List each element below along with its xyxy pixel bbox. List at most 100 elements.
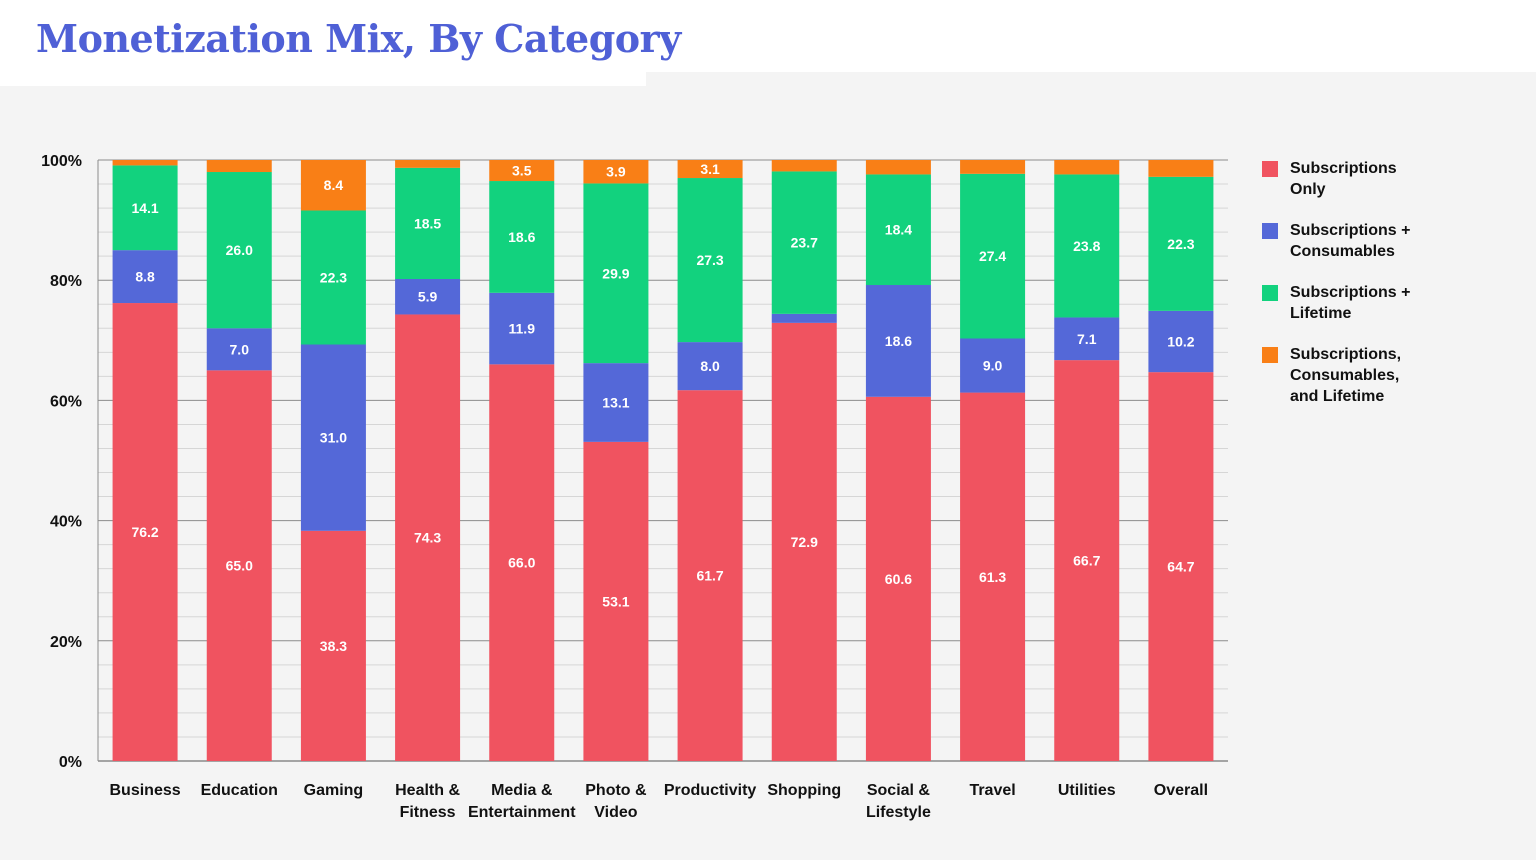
data-label: 22.3 <box>320 269 347 285</box>
legend-item: Subscriptions Only <box>1262 158 1522 200</box>
bar-segment <box>865 160 931 175</box>
bar-segment <box>112 303 178 761</box>
title-background <box>0 0 646 86</box>
bar-segment <box>583 363 649 442</box>
bar-segment <box>1054 360 1120 761</box>
bar-segment <box>395 278 461 315</box>
data-label: 9.0 <box>983 358 1003 374</box>
bar-stack: 65.0 7.0 26.0 <box>206 160 272 761</box>
bar-segment <box>677 342 743 391</box>
bar-segment <box>1148 310 1214 373</box>
data-label: 8.4 <box>324 177 344 193</box>
data-label: 18.6 <box>508 229 535 245</box>
bar-stack: 64.7 10.2 22.3 <box>1148 160 1214 761</box>
data-label: 18.4 <box>885 222 912 238</box>
bar-segment <box>112 165 178 251</box>
bar-segment <box>583 441 649 761</box>
data-label: 3.9 <box>606 164 626 180</box>
x-category-label: Productivity <box>664 782 757 799</box>
bar-segment <box>1054 174 1120 318</box>
bar-segment <box>489 292 555 365</box>
bar-stack: 38.3 31.0 22.3 8.4 <box>300 160 366 761</box>
bar-segment <box>1054 160 1120 175</box>
x-category-label: Social & Lifestyle <box>866 782 931 821</box>
header-background <box>646 0 1536 72</box>
legend-item: Subscriptions + Consumables <box>1262 220 1522 262</box>
data-label: 60.6 <box>885 571 912 587</box>
bar-stack: 72.9 23.7 <box>771 160 837 761</box>
data-label: 66.0 <box>508 555 535 571</box>
legend-label: Subscriptions Only <box>1290 160 1397 198</box>
bar-segment <box>206 370 272 761</box>
bar-segment <box>300 210 366 345</box>
bar-segment <box>395 160 461 168</box>
data-label: 27.4 <box>979 248 1006 264</box>
bar-segment <box>112 250 178 304</box>
bar-stack: 66.0 11.9 18.6 3.5 <box>489 160 555 761</box>
data-label: 10.2 <box>1167 334 1194 350</box>
data-label: 3.1 <box>700 161 720 177</box>
data-label: 8.8 <box>135 269 155 285</box>
bar-segment <box>206 328 272 371</box>
bar-segment <box>1148 160 1214 177</box>
data-label: 29.9 <box>602 265 629 281</box>
bar-stack: 66.7 7.1 23.8 <box>1054 160 1120 761</box>
bar-segment <box>300 344 366 531</box>
bar-segment <box>771 171 837 314</box>
data-label: 8.0 <box>700 358 720 374</box>
y-tick-label: 100% <box>41 153 82 170</box>
data-label: 13.1 <box>602 395 629 411</box>
bar-segment <box>865 174 931 286</box>
legend-item: Subscriptions, Consumables, and Lifetime <box>1262 344 1522 407</box>
bar-segment <box>300 530 366 761</box>
chart-title: Monetization Mix, By Category <box>36 16 681 61</box>
data-label: 18.6 <box>885 333 912 349</box>
y-tick-label: 60% <box>50 393 82 410</box>
x-category-label: Utilities <box>1058 782 1116 799</box>
bar-segment <box>960 338 1026 393</box>
data-label: 3.5 <box>512 163 532 179</box>
data-label: 65.0 <box>226 558 253 574</box>
bar-segment <box>771 322 837 761</box>
bar-segment <box>583 183 649 364</box>
bar-segment <box>1054 317 1120 361</box>
bar-segment <box>489 364 555 761</box>
bar-segment <box>489 160 555 182</box>
x-category-label: Education <box>201 782 278 799</box>
data-label: 18.5 <box>414 215 441 231</box>
legend-swatch <box>1262 223 1278 239</box>
data-label: 64.7 <box>1167 559 1194 575</box>
x-category-label: Shopping <box>767 782 841 799</box>
bar-segment <box>960 392 1026 761</box>
data-label: 14.1 <box>131 200 158 216</box>
data-label: 26.0 <box>226 242 253 258</box>
y-tick-label: 20% <box>50 634 82 651</box>
data-label: 23.8 <box>1073 238 1100 254</box>
y-tick-label: 80% <box>50 273 82 290</box>
gridlines <box>98 159 1228 762</box>
bar-segment <box>677 390 743 761</box>
data-label: 61.3 <box>979 569 1006 585</box>
x-category-label: Health & Fitness <box>395 782 460 821</box>
x-category-label: Media & Entertainment <box>468 782 576 821</box>
bar-stack: 74.3 5.9 18.5 <box>395 160 461 761</box>
x-category-label: Gaming <box>304 782 364 799</box>
bar-segment <box>960 160 1026 174</box>
bar-segment <box>489 181 555 293</box>
legend-swatch <box>1262 285 1278 301</box>
chart-legend: Subscriptions Only Subscriptions + Consum… <box>1262 158 1522 427</box>
bar-segment <box>395 314 461 761</box>
legend-label: Subscriptions + Lifetime <box>1290 284 1411 322</box>
y-tick-label: 40% <box>50 514 82 531</box>
data-label: 76.2 <box>131 524 158 540</box>
bar-segment <box>865 396 931 761</box>
bar-segment <box>395 167 461 279</box>
bar-segment <box>206 160 272 173</box>
x-category-label: Overall <box>1154 782 1208 799</box>
data-label: 7.0 <box>230 341 250 357</box>
data-label: 61.7 <box>696 568 723 584</box>
y-tick-label: 0% <box>59 754 82 771</box>
bar-segment <box>771 313 837 323</box>
legend-swatch <box>1262 161 1278 177</box>
x-category-label: Travel <box>969 782 1015 799</box>
